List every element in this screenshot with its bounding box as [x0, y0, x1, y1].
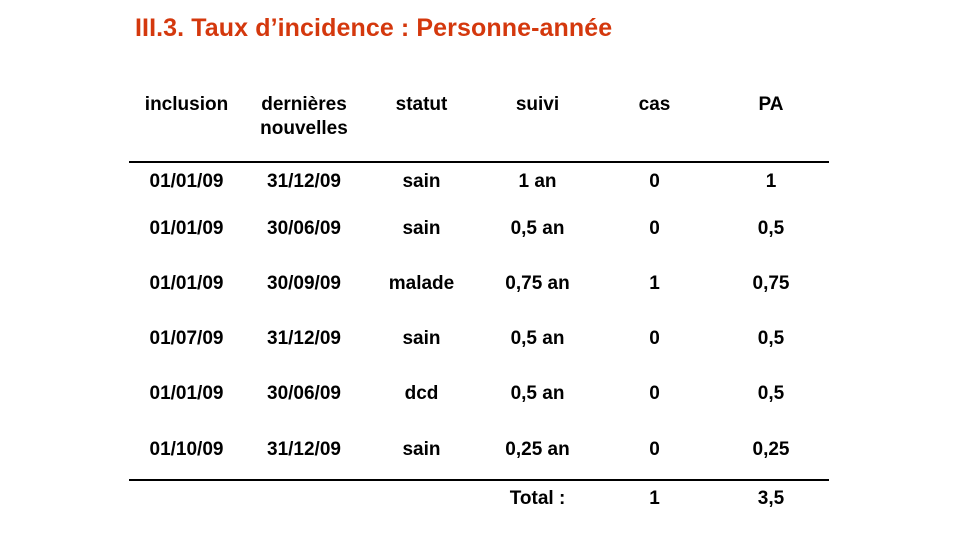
cell-inclusion: 01/10/09 — [129, 421, 244, 481]
cell-suivi: 0,5 an — [510, 218, 565, 239]
header-dernieres-nouvelles: dernières nouvelles — [244, 92, 364, 163]
table-row: 01/01/09 30/09/09 malade 0,75 an 1 0,75 — [129, 256, 829, 311]
cell-pa: 0,25 — [713, 421, 829, 481]
cell-statut: sain — [402, 171, 441, 192]
header-cas: cas — [596, 92, 713, 163]
total-empty-cell — [129, 480, 244, 517]
total-row: Total : 1 3,5 — [129, 480, 829, 517]
total-pa: 3,5 — [757, 488, 785, 509]
cell-suivi: 0,75 an — [505, 273, 570, 294]
cell-suivi: 0,5 an — [510, 328, 565, 349]
slide-title: III.3. Taux d’incidence : Personne-année — [135, 14, 613, 42]
header-suivi: suivi — [479, 92, 596, 163]
cell-inclusion: 01/01/09 — [149, 218, 224, 239]
cell-statut: malade — [388, 273, 455, 294]
cell-suivi: 1 an — [518, 171, 557, 192]
cell-pa: 1 — [765, 171, 777, 192]
cell-cas: 0 — [649, 171, 660, 192]
cell-suivi: 0,5 an — [510, 383, 565, 404]
cell-cas: 1 — [649, 273, 660, 294]
cell-statut: sain — [402, 328, 441, 349]
cell-cas: 0 — [649, 328, 660, 349]
header-dernieres-nouvelles-label: dernières nouvelles — [260, 94, 348, 139]
header-pa: PA — [713, 92, 829, 163]
person-year-table: inclusion dernières nouvelles statut sui… — [129, 92, 829, 517]
cell-cas: 0 — [596, 421, 713, 481]
cell-pa: 0,75 — [752, 273, 790, 294]
table-row: 01/10/09 31/12/09 sain 0,25 an 0 0,25 — [129, 421, 829, 481]
cell-dernieres-nouvelles: 31/12/09 — [244, 421, 364, 481]
cell-dernieres-nouvelles: 31/12/09 — [267, 328, 341, 349]
table-row: 01/01/09 31/12/09 sain 1 an 0 1 — [129, 162, 829, 201]
cell-pa: 0,5 — [757, 218, 785, 239]
cell-cas: 0 — [649, 218, 660, 239]
cell-inclusion: 01/01/09 — [149, 171, 224, 192]
cell-inclusion: 01/01/09 — [149, 383, 224, 404]
cell-dernieres-nouvelles: 30/06/09 — [267, 218, 341, 239]
cell-inclusion: 01/01/09 — [149, 273, 224, 294]
cell-pa: 0,5 — [757, 328, 785, 349]
cell-suivi: 0,25 an — [479, 421, 596, 481]
header-inclusion: inclusion — [129, 92, 244, 163]
cell-dernieres-nouvelles: 31/12/09 — [267, 171, 341, 192]
total-empty-cell — [364, 480, 479, 517]
cell-statut: sain — [364, 421, 479, 481]
table-row: 01/07/09 31/12/09 sain 0,5 an 0 0,5 — [129, 311, 829, 366]
cell-statut: sain — [402, 218, 441, 239]
cell-cas: 0 — [649, 383, 660, 404]
cell-statut: dcd — [404, 383, 439, 404]
cell-pa: 0,5 — [757, 383, 785, 404]
data-table: inclusion dernières nouvelles statut sui… — [129, 92, 829, 517]
total-empty-cell — [244, 480, 364, 517]
table-row: 01/01/09 30/06/09 sain 0,5 an 0 0,5 — [129, 201, 829, 256]
total-label: Total : — [509, 488, 566, 509]
cell-dernieres-nouvelles: 30/09/09 — [267, 273, 341, 294]
cell-inclusion: 01/07/09 — [149, 328, 224, 349]
header-row: inclusion dernières nouvelles statut sui… — [129, 92, 829, 163]
table-row: 01/01/09 30/06/09 dcd 0,5 an 0 0,5 — [129, 366, 829, 421]
cell-dernieres-nouvelles: 30/06/09 — [267, 383, 341, 404]
total-cas: 1 — [649, 488, 660, 509]
header-statut: statut — [364, 92, 479, 163]
